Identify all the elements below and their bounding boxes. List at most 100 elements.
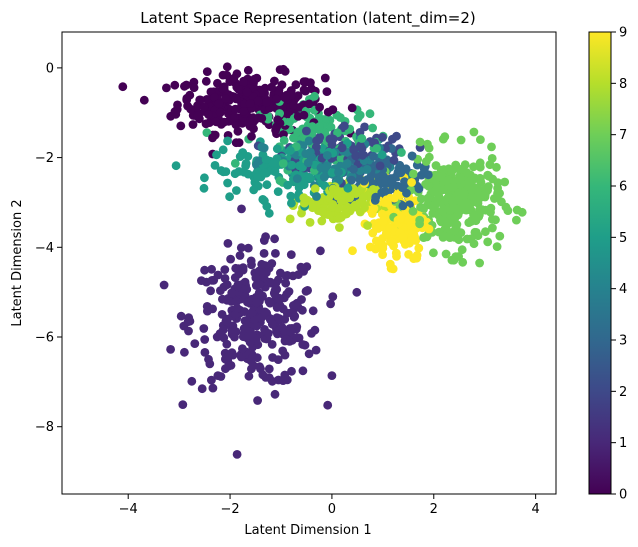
data-point (424, 181, 434, 191)
chart-title: Latent Space Representation (latent_dim=… (140, 9, 475, 28)
data-point (383, 198, 392, 208)
data-point (353, 113, 363, 123)
data-point (272, 285, 282, 294)
data-point (202, 95, 212, 104)
data-point (280, 350, 290, 360)
data-point (272, 144, 282, 154)
data-point (469, 127, 479, 137)
data-point (200, 173, 209, 183)
data-point (286, 326, 296, 336)
data-point (182, 95, 192, 105)
data-point (189, 83, 199, 93)
data-point (253, 173, 263, 182)
data-point (398, 232, 408, 242)
data-point (218, 294, 227, 304)
data-point (487, 142, 496, 152)
data-point (270, 234, 279, 244)
data-point (304, 99, 314, 109)
data-point (270, 167, 280, 177)
data-point (349, 164, 358, 174)
data-point (304, 136, 314, 146)
data-point (488, 223, 497, 233)
data-point (473, 231, 483, 241)
data-point (281, 278, 291, 288)
data-point (259, 236, 269, 245)
data-point (254, 288, 264, 298)
data-point (325, 134, 335, 144)
data-point (383, 230, 392, 240)
data-point (246, 256, 256, 266)
data-point (219, 117, 229, 127)
data-point (441, 223, 451, 233)
data-point (247, 132, 256, 141)
data-point (327, 168, 337, 178)
data-point (461, 197, 471, 207)
data-point (186, 104, 196, 114)
data-point (475, 173, 485, 183)
data-point (252, 321, 262, 331)
data-point (418, 203, 428, 213)
data-point (255, 280, 264, 289)
data-point (378, 216, 388, 226)
data-point (267, 319, 277, 329)
data-point (381, 176, 391, 186)
data-point (414, 184, 424, 194)
data-point (255, 362, 264, 372)
data-point (243, 243, 253, 253)
data-point (327, 202, 337, 212)
data-point (334, 175, 344, 185)
data-point (262, 97, 272, 107)
data-point (316, 163, 326, 173)
data-point (255, 266, 264, 276)
data-point (208, 383, 218, 393)
colorbar-tick-label: 5 (619, 231, 627, 246)
data-point (272, 303, 282, 312)
data-point (407, 178, 416, 187)
data-point (409, 254, 419, 263)
data-point (305, 172, 314, 182)
y-tick-label: 0 (46, 61, 54, 76)
data-point (362, 165, 372, 174)
data-point (188, 120, 198, 129)
data-point (278, 376, 288, 385)
data-point (359, 176, 369, 186)
data-point (193, 111, 203, 121)
data-point (441, 249, 451, 259)
data-point (444, 232, 454, 242)
data-point (172, 105, 182, 114)
data-point (380, 187, 390, 196)
data-point (408, 206, 418, 216)
data-point (224, 352, 233, 362)
data-point (265, 298, 275, 308)
data-point (475, 158, 485, 168)
data-point (436, 215, 445, 225)
data-point (439, 165, 449, 174)
data-point (390, 193, 399, 203)
data-point (286, 250, 296, 259)
data-point (415, 137, 425, 147)
data-point (204, 110, 214, 120)
data-point (356, 141, 365, 151)
data-point (371, 236, 381, 246)
data-point (202, 128, 212, 138)
data-point (235, 152, 245, 162)
data-point (238, 265, 248, 275)
data-point (371, 222, 381, 232)
data-point (215, 329, 225, 338)
y-axis: 0 −2 −4 −6 −8 (35, 61, 62, 435)
scatter-points (118, 62, 527, 459)
data-point (423, 170, 433, 180)
data-point (486, 203, 496, 213)
data-point (310, 91, 319, 101)
data-point (176, 121, 186, 131)
data-point (285, 337, 294, 346)
data-point (437, 206, 447, 216)
data-point (266, 277, 275, 287)
data-point (340, 121, 349, 131)
data-point (315, 122, 324, 131)
data-point (476, 135, 485, 145)
data-point (481, 227, 490, 237)
x-tick-label: 0 (328, 502, 336, 517)
data-point (166, 345, 176, 354)
